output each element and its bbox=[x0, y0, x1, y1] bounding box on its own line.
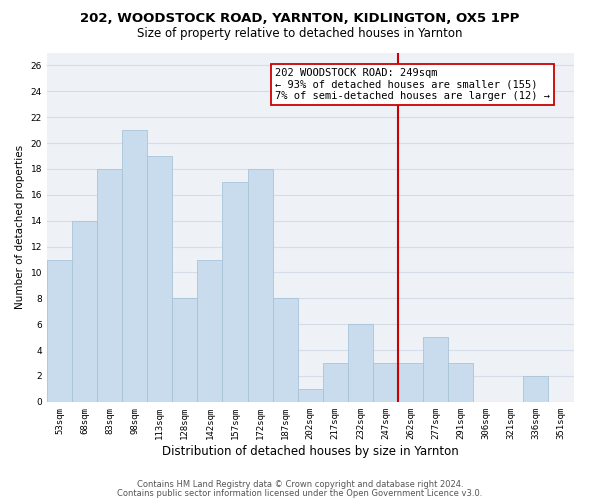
Bar bbox=[398, 363, 423, 402]
Y-axis label: Number of detached properties: Number of detached properties bbox=[15, 145, 25, 309]
Bar bbox=[248, 169, 272, 402]
Text: 202, WOODSTOCK ROAD, YARNTON, KIDLINGTON, OX5 1PP: 202, WOODSTOCK ROAD, YARNTON, KIDLINGTON… bbox=[80, 12, 520, 26]
Text: Size of property relative to detached houses in Yarnton: Size of property relative to detached ho… bbox=[137, 28, 463, 40]
Bar bbox=[97, 169, 122, 402]
Text: Contains HM Land Registry data © Crown copyright and database right 2024.: Contains HM Land Registry data © Crown c… bbox=[137, 480, 463, 489]
Text: 202 WOODSTOCK ROAD: 249sqm
← 93% of detached houses are smaller (155)
7% of semi: 202 WOODSTOCK ROAD: 249sqm ← 93% of deta… bbox=[275, 68, 550, 101]
X-axis label: Distribution of detached houses by size in Yarnton: Distribution of detached houses by size … bbox=[162, 444, 458, 458]
Bar bbox=[72, 220, 97, 402]
Text: Contains public sector information licensed under the Open Government Licence v3: Contains public sector information licen… bbox=[118, 488, 482, 498]
Bar bbox=[523, 376, 548, 402]
Bar bbox=[197, 260, 223, 402]
Bar bbox=[423, 337, 448, 402]
Bar bbox=[122, 130, 147, 402]
Bar bbox=[223, 182, 248, 402]
Bar bbox=[147, 156, 172, 402]
Bar bbox=[348, 324, 373, 402]
Bar bbox=[448, 363, 473, 402]
Bar bbox=[47, 260, 72, 402]
Bar bbox=[323, 363, 348, 402]
Bar bbox=[373, 363, 398, 402]
Bar bbox=[298, 389, 323, 402]
Bar bbox=[172, 298, 197, 402]
Bar bbox=[272, 298, 298, 402]
